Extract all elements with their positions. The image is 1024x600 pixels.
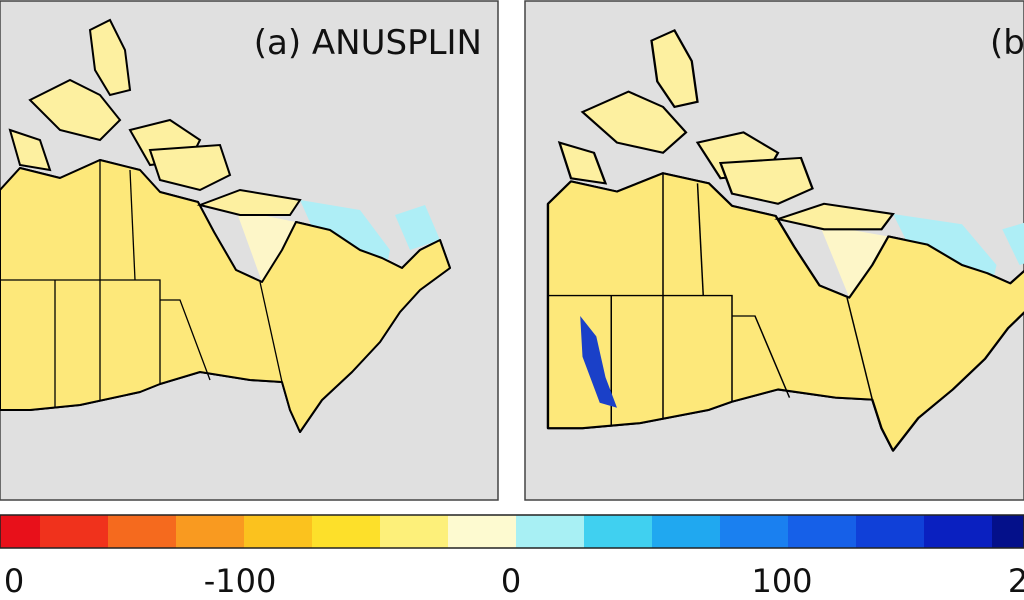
colorbar-swatch	[176, 515, 244, 548]
panel-b: (b	[524, 0, 1024, 501]
colorbar-swatch	[448, 515, 516, 548]
colorbar-label: 100	[751, 562, 812, 600]
colorbar-label: -100	[204, 562, 277, 600]
panel-a: (a) ANUSPLIN	[0, 0, 499, 501]
colorbar-swatch	[992, 515, 1024, 548]
colorbar-swatch	[108, 515, 176, 548]
map-b	[546, 29, 1024, 452]
colorbar-swatch	[584, 515, 652, 548]
colorbar-label: 0	[501, 562, 521, 600]
colorbar-swatch	[924, 515, 992, 548]
colorbar-swatch	[312, 515, 380, 548]
colorbar-label: 2	[1008, 562, 1024, 600]
colorbar-label: 0	[4, 562, 24, 600]
colorbar-swatch	[516, 515, 584, 548]
colorbar: 0 -100 0 100 2	[0, 514, 1024, 600]
panel-label: (b	[990, 23, 1024, 63]
colorbar-swatch	[380, 515, 448, 548]
colorbar-swatch	[40, 515, 108, 548]
colorbar-swatch	[244, 515, 312, 548]
colorbar-swatch	[788, 515, 856, 548]
colorbar-swatch	[856, 515, 924, 548]
colorbar-swatch	[720, 515, 788, 548]
colorbar-swatch	[0, 515, 40, 548]
panel-label: (a) ANUSPLIN	[254, 23, 482, 63]
colorbar-swatch	[652, 515, 720, 548]
colorbar-frame	[0, 514, 1024, 549]
